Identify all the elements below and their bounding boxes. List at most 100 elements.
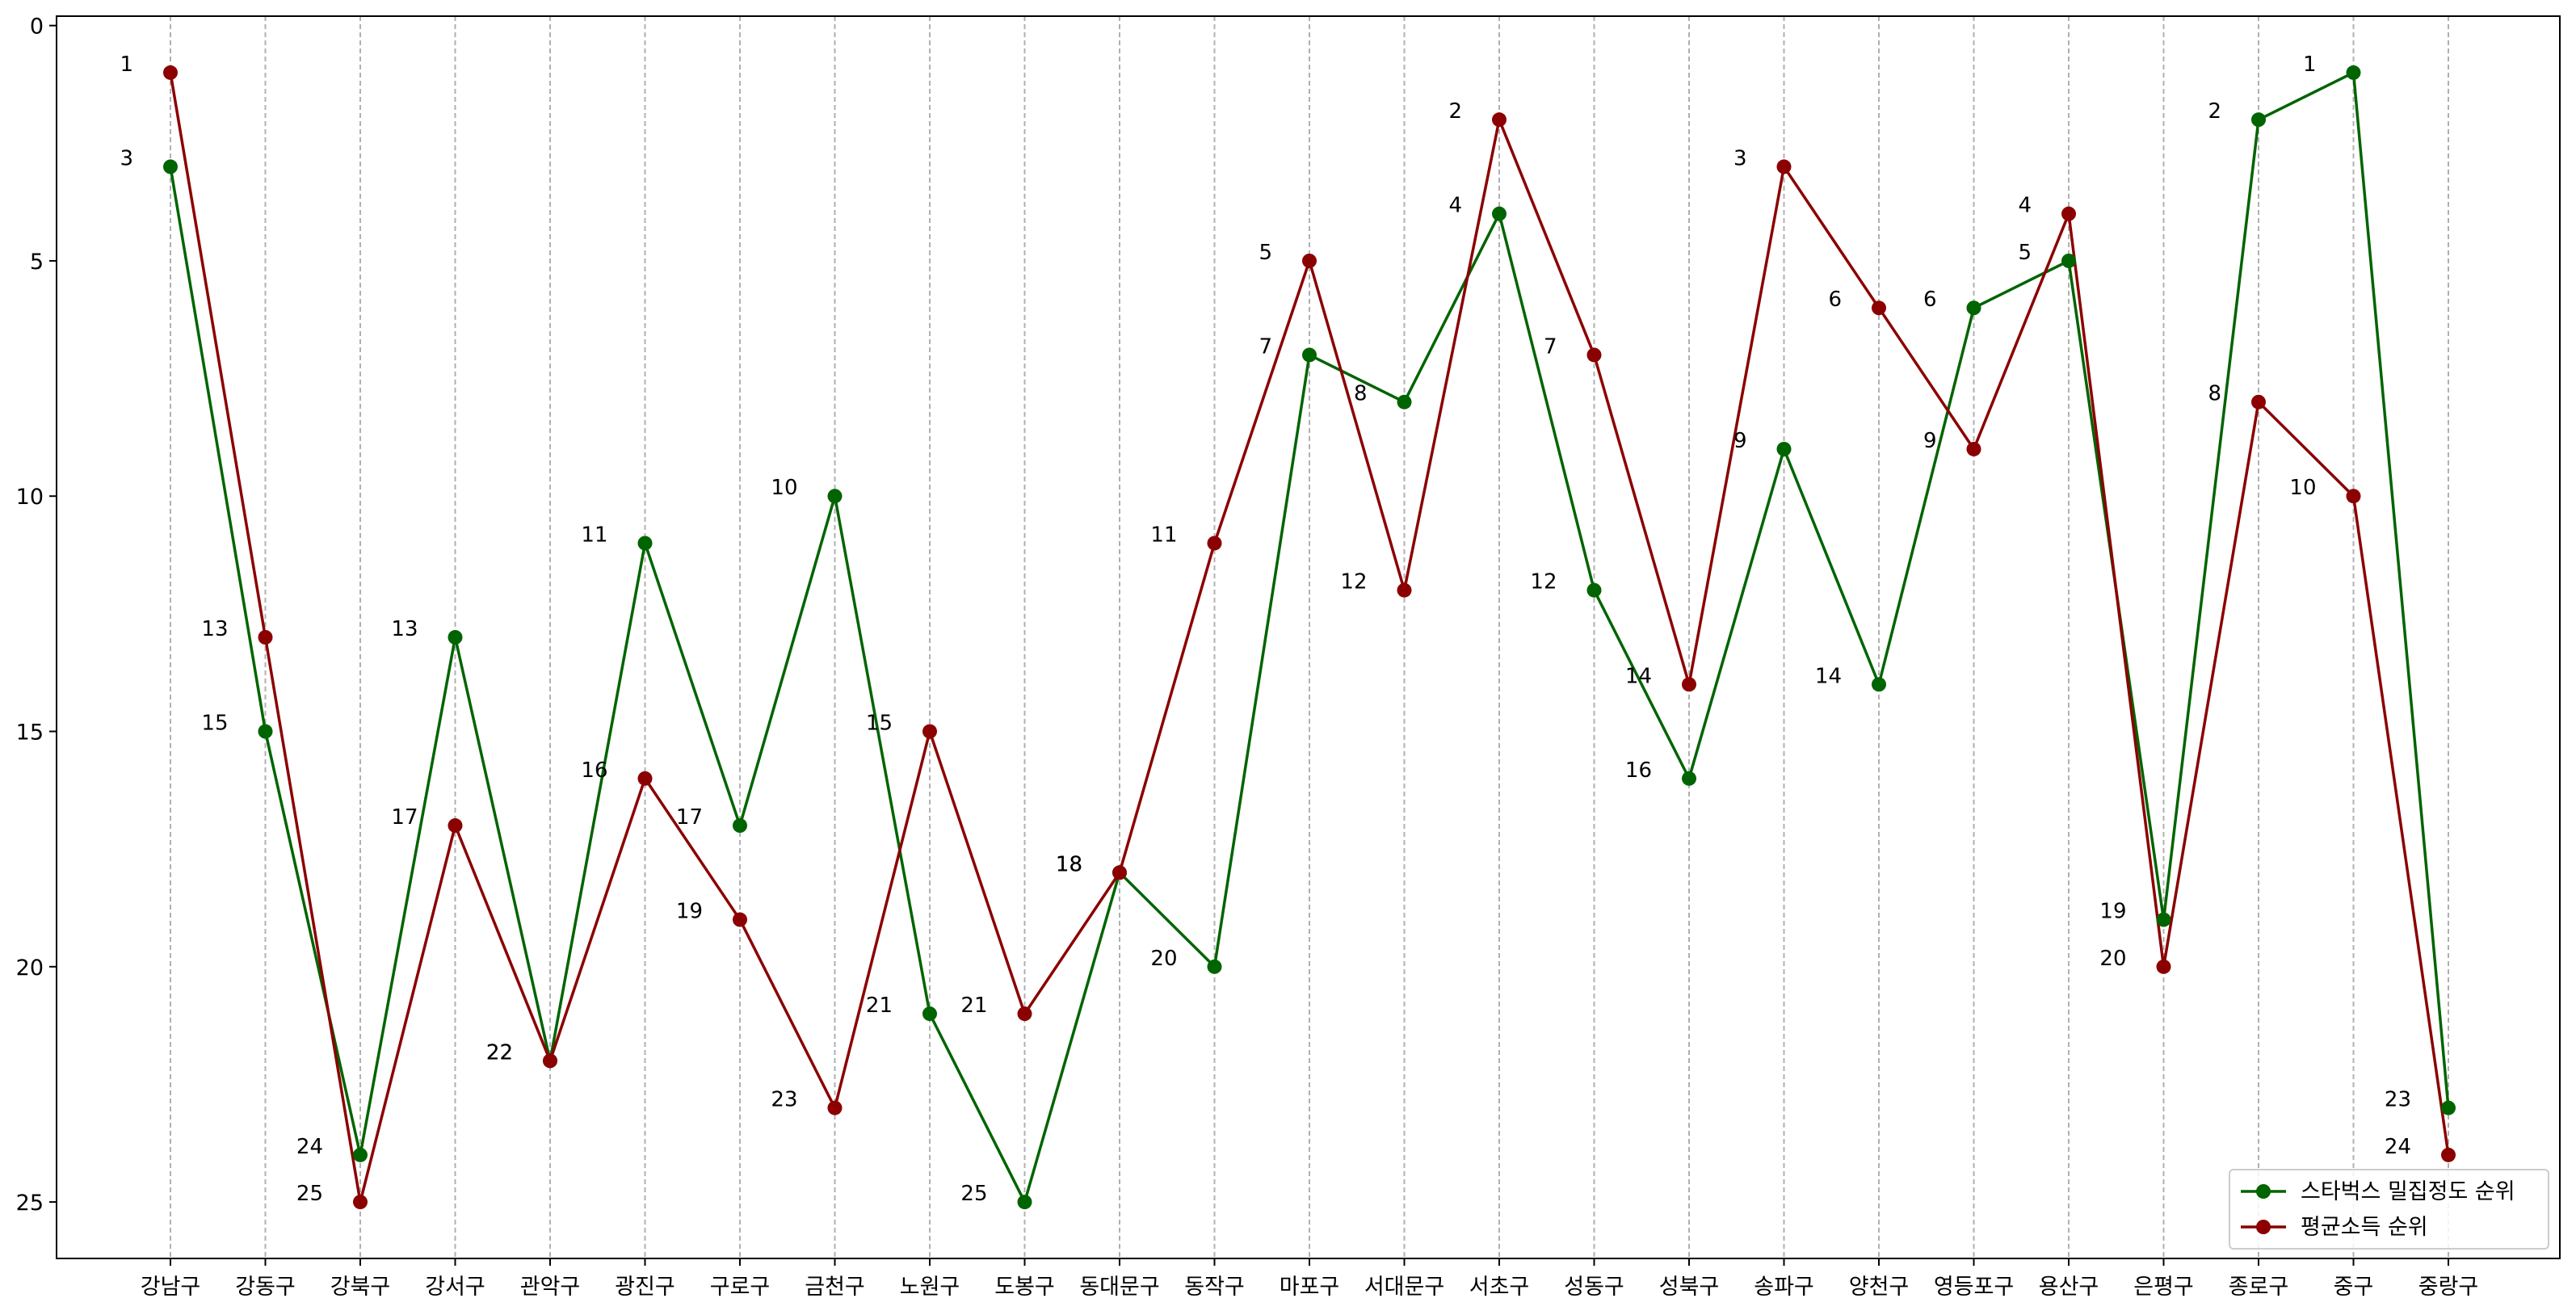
data-label: 19 — [676, 900, 703, 924]
data-point — [353, 1147, 368, 1162]
x-tick-label: 강서구 — [425, 1275, 485, 1300]
data-label: 24 — [2385, 1135, 2411, 1159]
data-label: 2 — [1448, 99, 1462, 124]
data-label: 10 — [771, 476, 797, 500]
data-point — [2346, 65, 2361, 80]
data-label: 13 — [201, 617, 228, 641]
data-label: 5 — [1259, 241, 1272, 265]
data-label: 1 — [2303, 53, 2317, 77]
data-label: 14 — [1625, 664, 1652, 688]
x-tick-label: 관악구 — [520, 1275, 581, 1300]
y-tick-label: 15 — [16, 721, 44, 746]
data-label: 7 — [1544, 334, 1557, 359]
y-tick-label: 20 — [16, 956, 44, 981]
data-label: 20 — [2099, 947, 2126, 971]
data-point — [2251, 394, 2266, 410]
x-tick-label: 종로구 — [2229, 1275, 2289, 1300]
data-point — [448, 630, 463, 645]
data-point — [922, 1006, 937, 1022]
data-label: 6 — [1828, 288, 1842, 312]
data-label: 18 — [1056, 852, 1082, 876]
data-point — [1207, 536, 1222, 551]
y-tick-label: 0 — [30, 15, 44, 40]
data-label: 19 — [2099, 900, 2126, 924]
data-label: 14 — [1815, 664, 1842, 688]
x-tick-label: 동대문구 — [1079, 1275, 1159, 1300]
data-labels: 3152413221117102125182078412169146519212… — [120, 53, 2411, 1206]
data-label: 9 — [1733, 429, 1747, 453]
data-point — [922, 724, 937, 739]
data-label: 11 — [581, 523, 607, 547]
data-label: 7 — [1259, 334, 1272, 359]
data-point — [1397, 394, 1412, 410]
legend-label: 평균소득 순위 — [2301, 1215, 2428, 1240]
data-label: 1 — [120, 53, 133, 77]
data-label: 10 — [2289, 476, 2316, 500]
data-label: 8 — [1354, 382, 1368, 406]
data-point — [2251, 112, 2266, 128]
data-point — [1112, 865, 1127, 880]
x-axis: 강남구 강동구 강북구 강서구 관악구 광진구 구로구 금천구 노원구 도봉구 동대문구 동작구 마포구… — [141, 1258, 2479, 1300]
data-point — [1776, 159, 1792, 174]
data-point — [2346, 489, 2361, 504]
data-label: 23 — [2385, 1088, 2411, 1112]
data-point — [543, 1053, 557, 1069]
data-label: 12 — [1530, 570, 1557, 594]
grid-lines — [170, 16, 2449, 1258]
legend-marker — [2256, 1184, 2271, 1199]
data-point — [1017, 1006, 1032, 1022]
data-label: 4 — [2018, 194, 2032, 218]
data-point — [2156, 959, 2171, 974]
data-label: 25 — [296, 1182, 323, 1206]
data-point — [2061, 253, 2076, 268]
data-point — [827, 489, 843, 504]
data-point — [1966, 441, 1981, 456]
x-tick-label: 노원구 — [900, 1275, 960, 1300]
data-point — [1682, 771, 1696, 786]
x-tick-label: 송파구 — [1754, 1275, 1814, 1300]
x-tick-label: 용산구 — [2039, 1275, 2099, 1300]
x-tick-label: 성동구 — [1564, 1275, 1624, 1300]
data-label: 4 — [1448, 194, 1462, 218]
data-label: 6 — [1923, 288, 1937, 312]
data-label: 15 — [201, 712, 228, 736]
data-label: 9 — [1923, 429, 1937, 453]
x-tick-label: 영등포구 — [1934, 1275, 2014, 1300]
data-point — [827, 1100, 843, 1115]
data-point — [1586, 347, 1602, 363]
data-label: 13 — [391, 617, 418, 641]
data-point — [637, 771, 653, 786]
series-points — [163, 65, 2456, 1210]
data-point — [163, 65, 178, 80]
data-point — [448, 818, 463, 834]
plot-frame — [56, 15, 2561, 1259]
data-point — [1492, 112, 1507, 128]
data-label: 21 — [866, 994, 893, 1018]
data-label: 24 — [296, 1135, 323, 1159]
data-point — [1682, 677, 1696, 692]
data-label: 17 — [676, 805, 703, 830]
y-tick-label: 25 — [16, 1191, 44, 1216]
x-tick-label: 중구 — [2334, 1275, 2374, 1300]
data-label: 25 — [960, 1182, 987, 1206]
data-label: 8 — [2208, 382, 2221, 406]
data-point — [1017, 1195, 1032, 1210]
data-point — [1872, 677, 1886, 692]
data-point — [353, 1195, 368, 1210]
x-tick-label: 은평구 — [2133, 1275, 2194, 1300]
legend-box — [2229, 1169, 2549, 1250]
data-point — [2061, 206, 2076, 221]
data-label: 18 — [1056, 852, 1082, 876]
data-point — [2441, 1100, 2456, 1115]
x-tick-label: 마포구 — [1280, 1275, 1340, 1300]
data-label: 20 — [1150, 947, 1177, 971]
data-label: 5 — [2018, 241, 2032, 265]
data-point — [733, 818, 747, 834]
x-tick-label: 광진구 — [615, 1275, 675, 1300]
x-tick-label: 중랑구 — [2418, 1275, 2479, 1300]
legend-marker — [2256, 1220, 2271, 1234]
y-axis: 0 5 10 15 20 25 — [16, 15, 57, 1216]
